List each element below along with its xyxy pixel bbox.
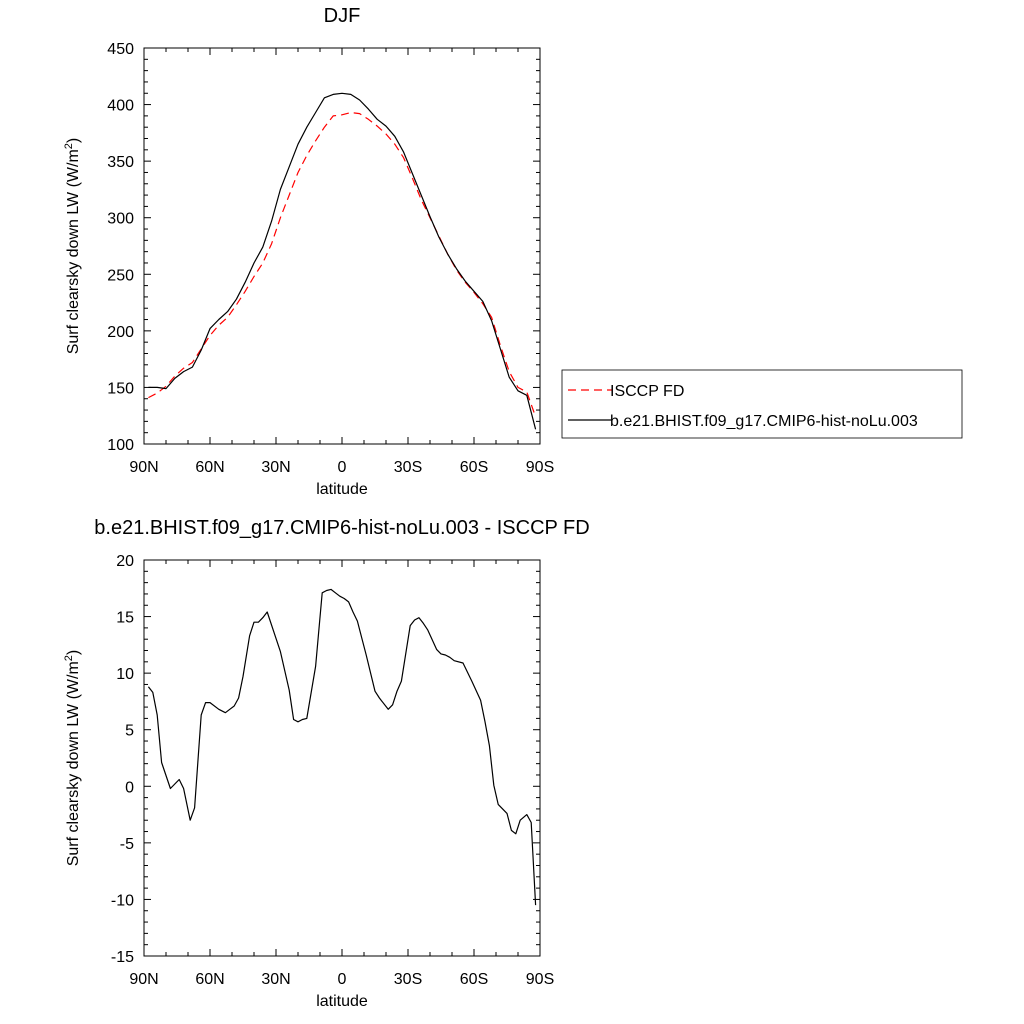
- y-tick-label: 300: [107, 211, 134, 228]
- x-tick-label: 30N: [261, 971, 290, 988]
- y-tick-label: 10: [116, 666, 134, 683]
- legend-entry: ISCCP FD: [610, 383, 684, 400]
- y-tick-label: -10: [111, 892, 134, 909]
- chart-title: b.e21.BHIST.f09_g17.CMIP6-hist-noLu.003 …: [94, 517, 589, 539]
- y-axis-label-text: Surf clearsky down LW (W/m: [65, 661, 82, 866]
- y-tick-label: 0: [125, 779, 134, 796]
- legend-entry: b.e21.BHIST.f09_g17.CMIP6-hist-noLu.003: [610, 413, 918, 430]
- y-tick-label: 250: [107, 267, 134, 284]
- y-axis-label: Surf clearsky down LW (W/m2): [63, 650, 82, 867]
- y-tick-label: 15: [116, 610, 134, 627]
- x-tick-label: 30S: [394, 971, 422, 988]
- y-axis-label-text: Surf clearsky down LW (W/m: [65, 149, 82, 354]
- y-tick-label: 5: [125, 723, 134, 740]
- x-tick-label: 0: [338, 971, 347, 988]
- y-tick-label: 400: [107, 98, 134, 115]
- x-tick-label: 30N: [261, 459, 290, 476]
- series-line-0-1: [148, 92, 537, 430]
- x-tick-label: 60N: [195, 459, 224, 476]
- plot-frame-1: [143, 559, 541, 957]
- x-tick-label: 90N: [129, 459, 158, 476]
- y-tick-label: -15: [111, 949, 134, 966]
- y-tick-label: 450: [107, 41, 134, 58]
- x-tick-label: 60N: [195, 971, 224, 988]
- y-axis-label-close: ): [65, 650, 82, 655]
- series-line-1-0: [147, 588, 537, 906]
- x-tick-label: 90S: [526, 971, 554, 988]
- y-axis-label-close: ): [65, 138, 82, 143]
- y-axis-label-superscript: 2: [63, 655, 75, 661]
- y-tick-label: 20: [116, 553, 134, 570]
- plot-frame-0: [143, 47, 541, 445]
- y-tick-label: 150: [107, 380, 134, 397]
- x-tick-label: 0: [338, 459, 347, 476]
- y-axis-label-superscript: 2: [63, 143, 75, 149]
- y-axis-label: Surf clearsky down LW (W/m2): [63, 138, 82, 355]
- x-axis-label: latitude: [316, 993, 368, 1010]
- chart-title: DJF: [324, 5, 361, 27]
- y-tick-label: 350: [107, 154, 134, 171]
- x-tick-label: 60S: [460, 971, 488, 988]
- x-tick-label: 30S: [394, 459, 422, 476]
- series-line-0-0: [148, 111, 537, 418]
- y-tick-label: 200: [107, 324, 134, 341]
- y-tick-label: -5: [120, 836, 134, 853]
- y-tick-label: 100: [107, 437, 134, 454]
- x-tick-label: 60S: [460, 459, 488, 476]
- x-tick-label: 90S: [526, 459, 554, 476]
- legend-box: [561, 369, 963, 439]
- x-axis-label: latitude: [316, 481, 368, 498]
- x-tick-label: 90N: [129, 971, 158, 988]
